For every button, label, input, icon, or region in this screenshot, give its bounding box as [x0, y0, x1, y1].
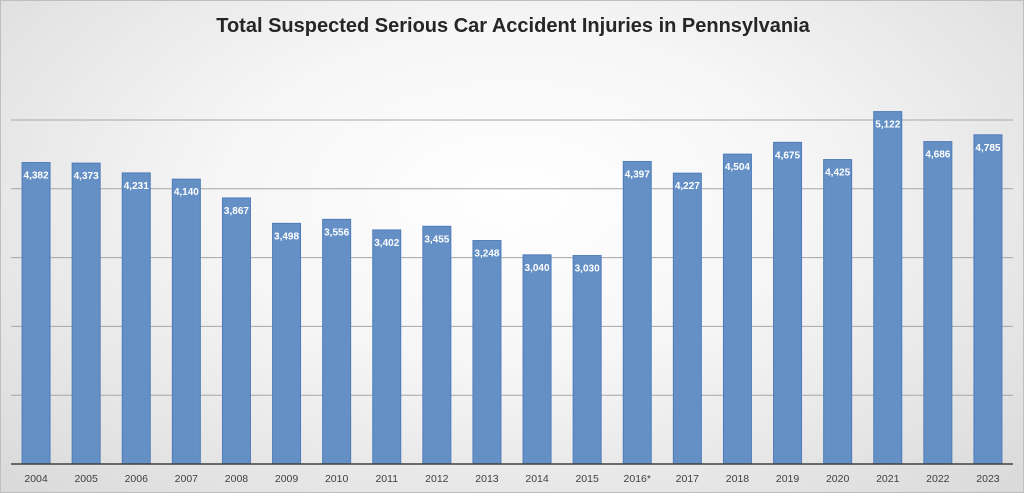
x-tick-label: 2005: [74, 473, 98, 485]
chart-title: Total Suspected Serious Car Accident Inj…: [216, 15, 810, 37]
bar-data-label: 3,040: [525, 263, 550, 274]
x-tick-label: 2012: [425, 473, 449, 485]
data-labels: 4,382 4,373 4,231 4,140 3,867 3,498 3,556 3,402…: [24, 120, 1001, 275]
x-tick-label: 2023: [976, 473, 1000, 485]
bar: [622, 160, 652, 465]
bar-data-label: 3,030: [575, 264, 600, 275]
bar: [722, 153, 752, 465]
x-tick-label: 2018: [726, 473, 750, 485]
bar-data-label: 3,455: [424, 234, 449, 245]
bar: [572, 255, 602, 465]
x-tick-label: 2017: [676, 473, 700, 485]
bar: [823, 159, 853, 465]
bar: [873, 111, 903, 465]
bar-data-label: 4,231: [124, 181, 149, 192]
bar: [372, 229, 402, 465]
x-tick-label: 2004: [24, 473, 48, 485]
bar: [472, 240, 502, 465]
gridlines: [11, 119, 1013, 396]
x-tick-label: 2022: [926, 473, 950, 485]
bar: [923, 141, 953, 465]
bar-data-label: 5,122: [875, 120, 900, 131]
bar: [422, 225, 452, 465]
bar-data-label: 4,382: [24, 171, 49, 182]
bar-data-label: 3,248: [474, 249, 499, 260]
bar: [71, 162, 101, 465]
x-tick-label: 2010: [325, 473, 349, 485]
x-tick-label: 2011: [375, 473, 398, 485]
bar-data-label: 4,785: [975, 143, 1000, 154]
bar-data-label: 3,402: [374, 238, 399, 249]
bar: [171, 178, 201, 465]
x-tick-label: 2013: [475, 473, 499, 485]
bar: [221, 197, 251, 465]
x-tick-label: 2008: [225, 473, 249, 485]
x-axis-tick-labels: 2004 2005 2006 2007 2008 2009 2010 2011 2012 2013…: [24, 473, 999, 485]
bar: [672, 172, 702, 465]
x-tick-label: 2009: [275, 473, 299, 485]
x-tick-label: 2015: [575, 473, 599, 485]
bar-data-label: 3,556: [324, 227, 349, 238]
bar: [272, 222, 302, 465]
x-tick-label: 2020: [826, 473, 850, 485]
x-tick-label: 2021: [876, 473, 900, 485]
bar: [21, 162, 51, 465]
bar-data-label: 4,140: [174, 187, 199, 198]
bar: [322, 218, 352, 465]
bar-data-label: 4,227: [675, 181, 700, 192]
bar-data-label: 3,498: [274, 231, 299, 242]
bar: [522, 254, 552, 465]
x-tick-label: 2019: [776, 473, 800, 485]
bar: [121, 172, 151, 465]
bar: [973, 134, 1003, 465]
x-tick-label: 2016*: [624, 473, 651, 485]
x-tick-label: 2006: [125, 473, 149, 485]
x-tick-label: 2007: [175, 473, 199, 485]
bars: [21, 111, 1003, 465]
bar: [773, 141, 803, 465]
bar-data-label: 4,425: [825, 168, 850, 179]
bar-data-label: 3,867: [224, 206, 249, 217]
x-tick-label: 2014: [525, 473, 549, 485]
bar-data-label: 4,686: [925, 150, 950, 161]
bar-data-label: 4,397: [625, 169, 650, 180]
bar-data-label: 4,373: [74, 171, 99, 182]
bar-data-label: 4,675: [775, 150, 800, 161]
bar-data-label: 4,504: [725, 162, 750, 173]
